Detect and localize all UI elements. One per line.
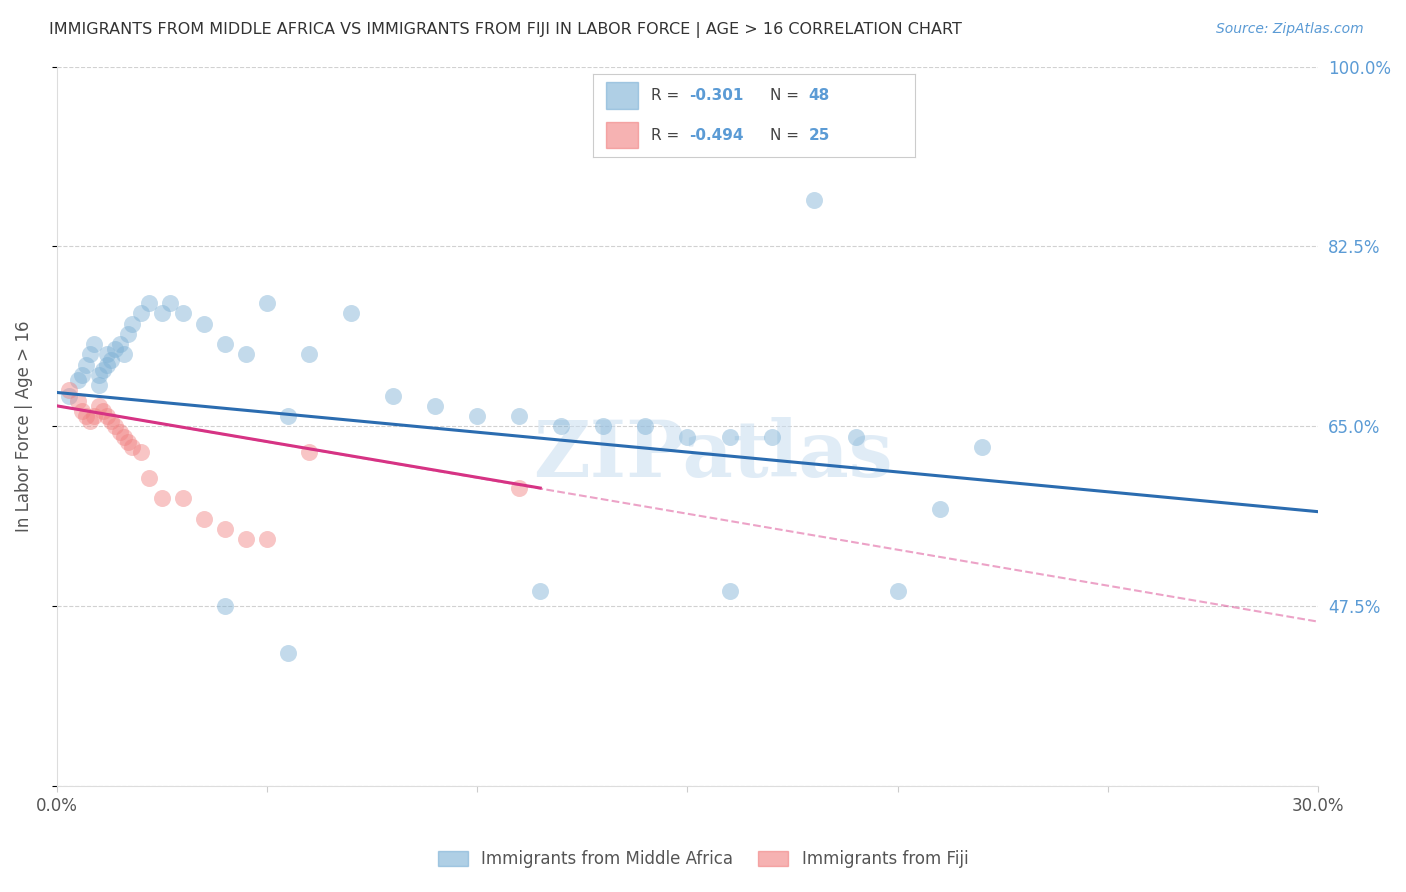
Point [75,409,97,423]
Point [970,440,993,454]
Point [159,296,181,310]
Point [58,384,80,398]
Point [83,409,105,423]
Point [150,491,173,506]
Point [150,306,173,320]
Point [382,388,405,402]
Point [298,347,321,361]
Point [129,306,152,320]
Point [66,393,89,408]
Point [592,419,614,434]
Point [928,501,950,516]
Point [96,347,118,361]
Point [172,306,194,320]
Point [277,646,299,660]
Point [129,445,152,459]
Point [117,434,139,449]
Point [104,419,127,434]
Point [298,445,321,459]
Point [886,583,908,598]
Point [108,337,131,351]
Point [112,430,135,444]
Text: IMMIGRANTS FROM MIDDLE AFRICA VS IMMIGRANTS FROM FIJI IN LABOR FORCE | AGE > 16 : IMMIGRANTS FROM MIDDLE AFRICA VS IMMIGRA… [49,22,962,38]
Point [550,419,572,434]
Point [423,399,446,413]
Point [70,368,93,382]
Point [138,296,160,310]
Point [96,409,118,423]
Point [529,583,551,598]
Legend: Immigrants from Middle Africa, Immigrants from Fiji: Immigrants from Middle Africa, Immigrant… [432,844,974,875]
Point [845,430,868,444]
Point [91,404,114,418]
Point [87,399,110,413]
Point [91,363,114,377]
Point [235,533,257,547]
Point [340,306,363,320]
Point [112,347,135,361]
Point [676,430,699,444]
Point [121,440,143,454]
Point [87,368,110,382]
Point [508,481,530,495]
Point [214,522,236,536]
Point [214,599,236,614]
Point [121,317,143,331]
Point [214,337,236,351]
Y-axis label: In Labor Force | Age > 16: In Labor Force | Age > 16 [15,320,32,533]
Point [117,326,139,341]
Point [100,352,122,367]
Point [718,430,741,444]
Point [70,404,93,418]
Point [79,347,101,361]
Point [79,414,101,428]
Point [87,378,110,392]
Point [193,512,215,526]
Point [256,533,278,547]
Point [256,296,278,310]
Point [235,347,257,361]
Point [193,317,215,331]
Point [277,409,299,423]
Point [465,409,488,423]
Point [718,583,741,598]
Text: ZIPatlas: ZIPatlas [533,417,893,493]
Point [58,388,80,402]
Point [96,358,118,372]
Point [803,193,825,207]
Point [100,414,122,428]
Point [761,430,783,444]
Point [172,491,194,506]
Point [508,409,530,423]
Point [634,419,657,434]
Text: Source: ZipAtlas.com: Source: ZipAtlas.com [1216,22,1364,37]
Point [75,358,97,372]
Point [83,337,105,351]
Point [66,373,89,387]
Point [138,471,160,485]
Point [108,425,131,439]
Point [104,343,127,357]
